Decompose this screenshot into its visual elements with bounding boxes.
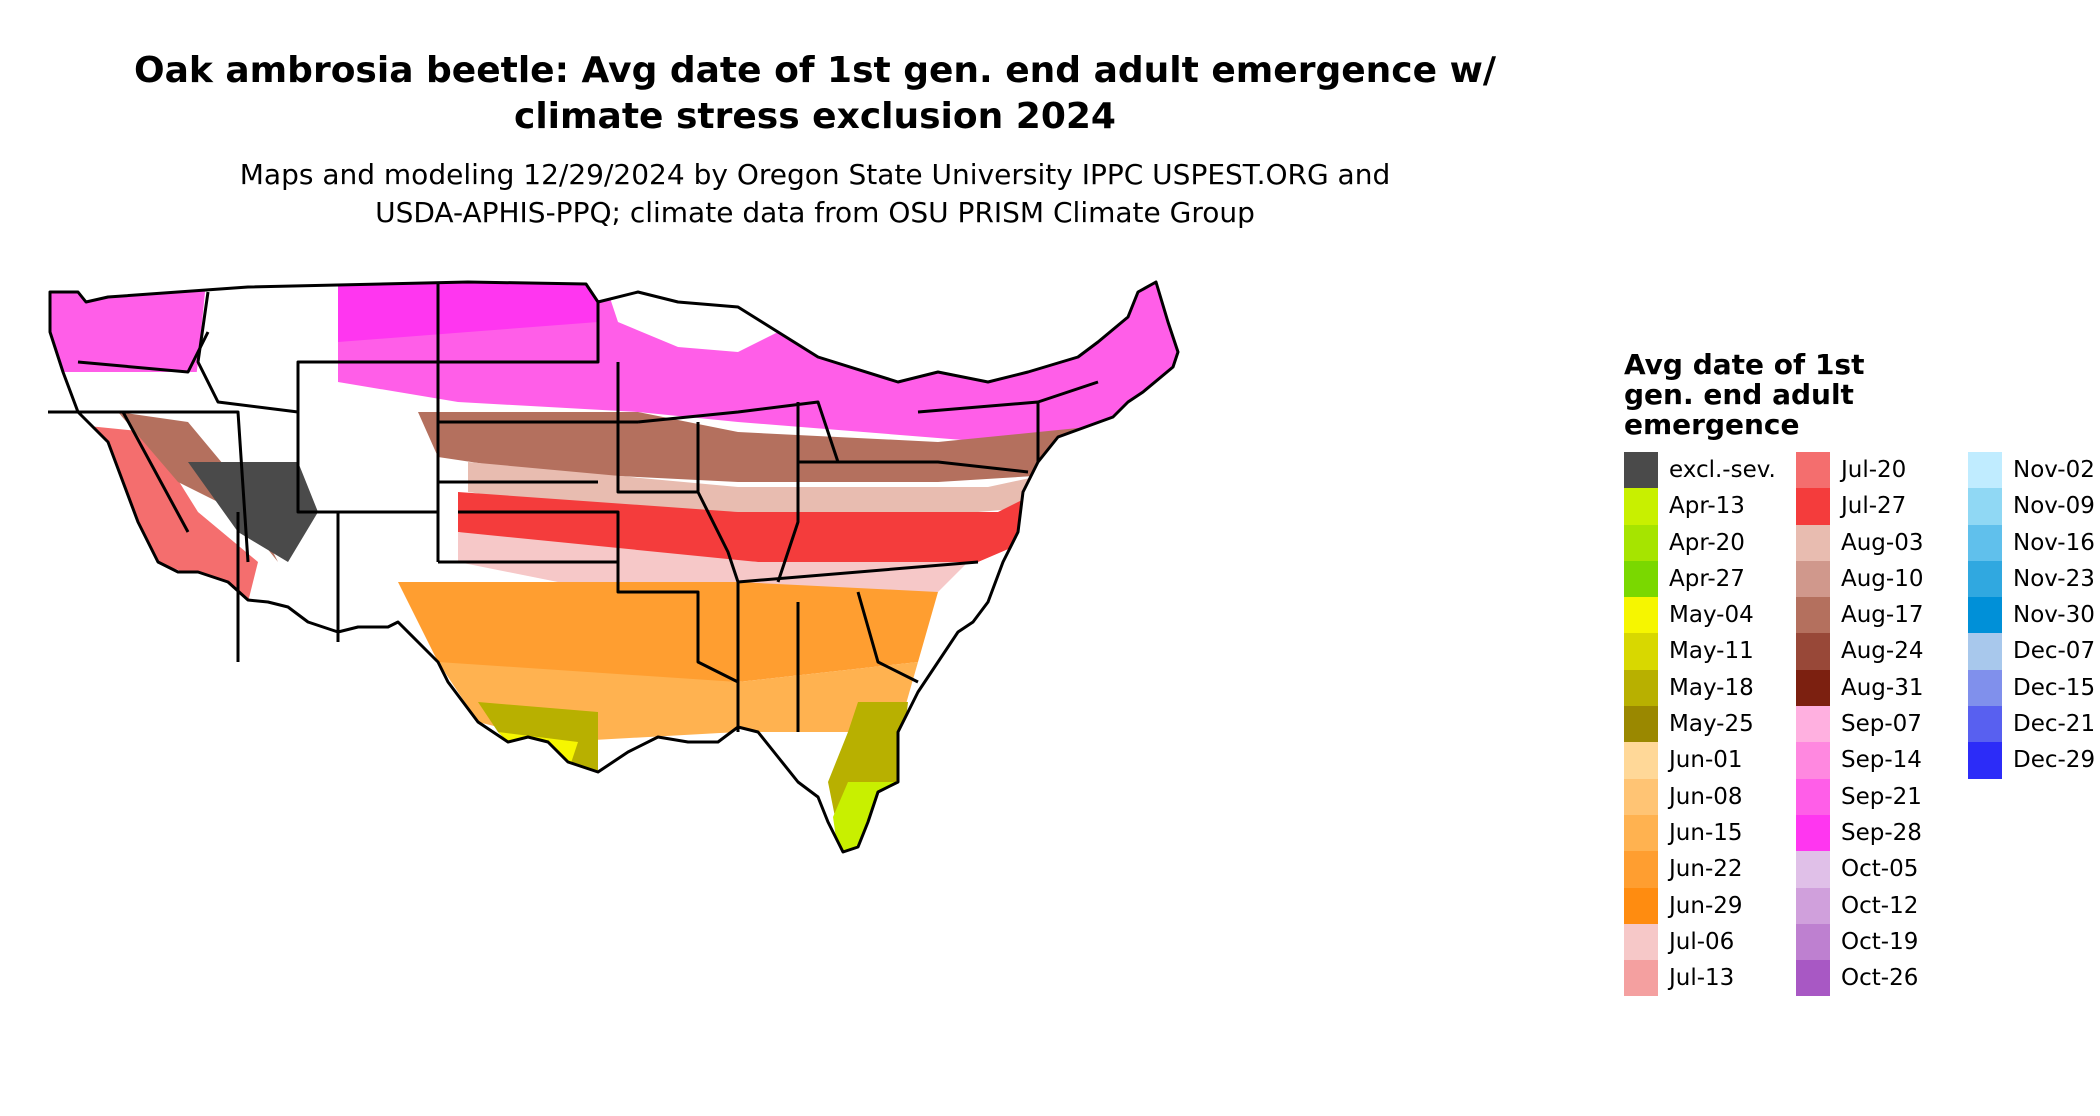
legend-label: May-11 (1669, 638, 1754, 665)
legend-swatch (1796, 960, 1830, 997)
legend-swatch (1796, 597, 1830, 634)
legend-label: Dec-15 (2013, 674, 2096, 701)
legend-label: Jun-08 (1669, 783, 1743, 810)
legend-swatch (1796, 452, 1830, 489)
legend-swatch (1796, 633, 1830, 670)
legend-label: Nov-09 (2013, 493, 2095, 520)
legend-swatch (1968, 633, 2002, 670)
legend-swatch (1624, 524, 1658, 561)
legend-label: Dec-29 (2013, 747, 2096, 774)
legend-label: Aug-10 (1841, 565, 1924, 592)
legend-swatch (1968, 452, 2002, 489)
legend-swatch (1624, 560, 1658, 598)
legend-swatch (1624, 887, 1658, 924)
legend-swatch (1796, 923, 1830, 961)
subtitle-line-1: Maps and modeling 12/29/2024 by Oregon S… (239, 158, 1391, 191)
legend-swatch (1796, 706, 1830, 743)
legend-label: excl.-sev. (1669, 457, 1776, 483)
legend-title-line-1: Avg date of 1st (1624, 348, 1865, 381)
legend-label: Jul-06 (1669, 928, 1735, 955)
legend-swatch (1796, 669, 1830, 707)
legend-swatch (1624, 597, 1658, 634)
legend-swatch (1796, 524, 1830, 561)
legend-title-line-3: emergence (1624, 408, 1800, 441)
legend-label: Oct-12 (1841, 892, 1919, 919)
legend-label: Aug-24 (1841, 638, 1924, 665)
us-emergence-map (48, 280, 1180, 854)
legend-swatch (1624, 742, 1658, 779)
legend-label: Nov-23 (2013, 565, 2095, 592)
title-line-2: climate stress exclusion 2024 (514, 96, 1116, 137)
legend-swatch (1796, 488, 1830, 525)
legend-label: Sep-21 (1841, 783, 1922, 810)
legend-swatch (1624, 669, 1658, 707)
legend-swatch (1968, 597, 2002, 634)
subtitle-line-2: USDA-APHIS-PPQ; climate data from OSU PR… (375, 196, 1255, 229)
legend-swatch (1796, 851, 1830, 888)
legend-label: Sep-14 (1841, 747, 1922, 774)
legend-swatch (1624, 706, 1658, 743)
legend-label: Apr-13 (1669, 493, 1745, 520)
legend-swatch (1624, 452, 1658, 489)
legend-label: Oct-26 (1841, 965, 1919, 992)
legend-label: Jun-01 (1669, 747, 1743, 774)
legend-label: Nov-30 (2013, 602, 2095, 629)
legend-swatch (1624, 778, 1658, 815)
legend-label: May-25 (1669, 711, 1754, 738)
legend-label: Dec-21 (2013, 711, 2096, 738)
legend-title: Avg date of 1st gen. end adult emergence (1624, 350, 1924, 440)
legend-swatch (1968, 669, 2002, 707)
legend-label: Nov-16 (2013, 529, 2095, 556)
legend-label: Jun-15 (1669, 819, 1743, 846)
legend-swatch (1624, 923, 1658, 961)
legend-label: Jun-29 (1669, 892, 1743, 919)
legend-swatch (1624, 814, 1658, 852)
color-bands (50, 282, 1178, 852)
legend-swatch (1796, 814, 1830, 852)
legend-swatch (1796, 778, 1830, 815)
legend-swatch (1968, 524, 2002, 561)
legend-label: May-18 (1669, 674, 1754, 701)
legend-swatch (1624, 633, 1658, 670)
legend-swatch (1968, 742, 2002, 779)
legend-label: May-04 (1669, 602, 1754, 629)
legend-label: Oct-19 (1841, 928, 1919, 955)
legend-label: Jul-20 (1841, 457, 1907, 483)
legend-label: Aug-31 (1841, 674, 1924, 701)
legend-title-line-2: gen. end adult (1624, 378, 1854, 411)
title-line-1: Oak ambrosia beetle: Avg date of 1st gen… (134, 50, 1496, 91)
legend-label: Sep-28 (1841, 819, 1922, 846)
legend-swatch (1968, 706, 2002, 743)
legend-label: Dec-07 (2013, 638, 2096, 665)
map-title: Oak ambrosia beetle: Avg date of 1st gen… (60, 48, 1570, 140)
legend-label: Aug-17 (1841, 602, 1924, 629)
legend-label: Apr-20 (1669, 529, 1745, 556)
legend-label: Nov-02 (2013, 457, 2095, 483)
legend-swatch (1624, 851, 1658, 888)
legend-swatch (1796, 742, 1830, 779)
legend-swatch (1624, 488, 1658, 525)
legend-label: Jul-13 (1669, 965, 1735, 992)
legend-swatch (1796, 560, 1830, 598)
legend-label: Apr-27 (1669, 565, 1745, 592)
legend-label: Jun-22 (1669, 856, 1743, 883)
legend-label: Sep-07 (1841, 711, 1922, 738)
legend-swatch (1968, 560, 2002, 598)
legend-swatch (1796, 887, 1830, 924)
state-boundaries (48, 280, 1180, 854)
legend-swatch (1624, 960, 1658, 997)
legend-swatch (1968, 488, 2002, 525)
legend-label: Aug-03 (1841, 529, 1924, 556)
map-subtitle: Maps and modeling 12/29/2024 by Oregon S… (60, 156, 1570, 232)
legend-label: Jul-27 (1841, 493, 1907, 520)
legend-label: Oct-05 (1841, 856, 1919, 883)
